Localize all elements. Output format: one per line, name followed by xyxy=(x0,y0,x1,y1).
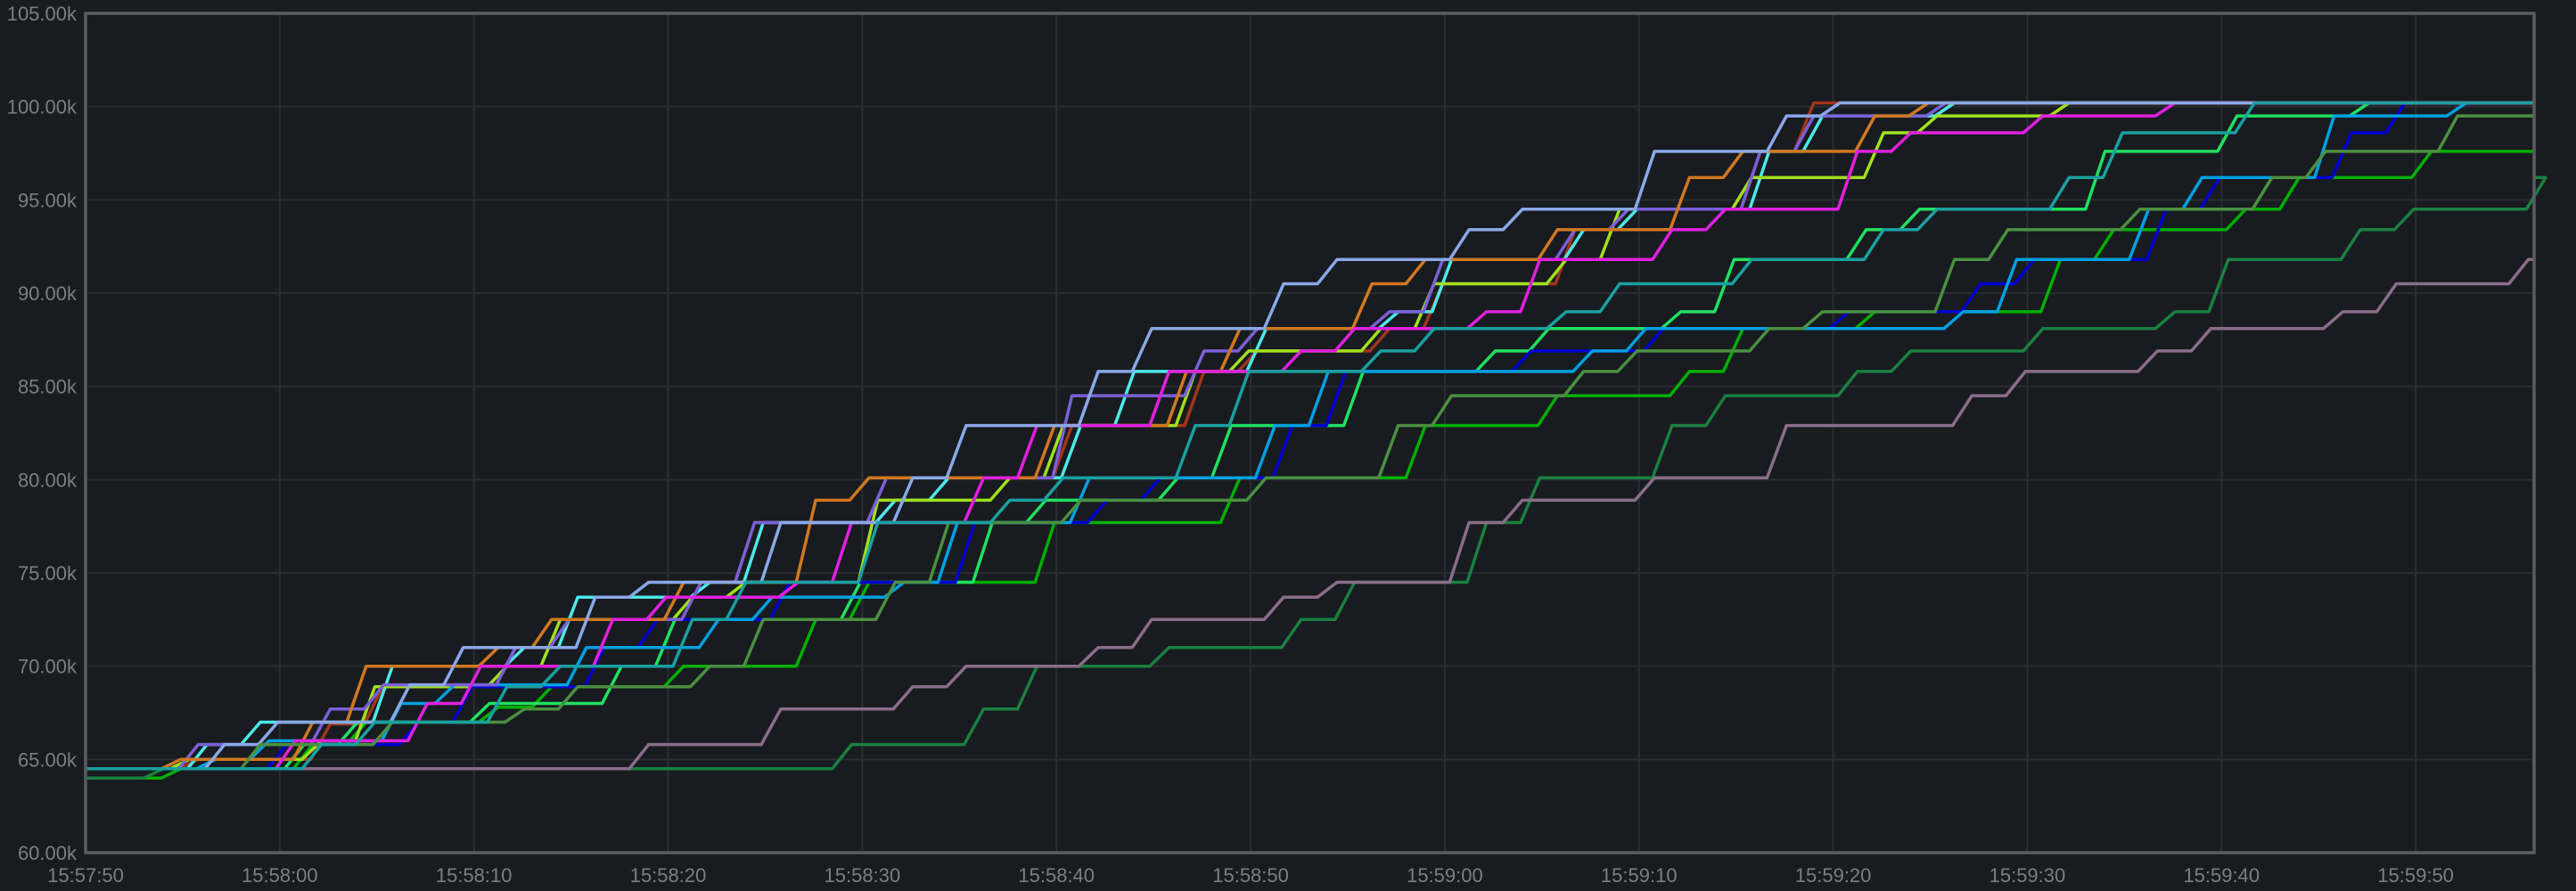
y-tick-label: 80.00k xyxy=(18,469,78,491)
x-tick-label: 15:58:10 xyxy=(436,864,513,887)
y-tick-label: 90.00k xyxy=(18,282,78,305)
series-line-13 xyxy=(86,114,2534,771)
x-tick-label: 15:59:00 xyxy=(1407,864,1483,887)
x-axis-ticks: 15:57:50 15:58:00 15:58:10 15:58:20 15:58:30… xyxy=(47,864,2454,887)
y-tick-label: 95.00k xyxy=(18,189,78,211)
x-tick-label: 15:58:50 xyxy=(1212,864,1289,887)
y-tick-label: 100.00k xyxy=(7,96,78,119)
y-tick-label: 105.00k xyxy=(7,3,78,25)
y-axis-ticks: 60.00k 65.00k 70.00k 75.00k 80.00k 85.00k 90.0… xyxy=(7,3,78,864)
x-tick-label: 15:59:10 xyxy=(1601,864,1678,887)
y-tick-label: 70.00k xyxy=(18,656,78,678)
x-tick-label: 15:58:20 xyxy=(630,864,707,887)
x-tick-label: 15:59:50 xyxy=(2377,864,2454,887)
series-line-2 xyxy=(86,176,2547,781)
y-tick-label: 85.00k xyxy=(18,376,78,398)
x-tick-label: 15:59:40 xyxy=(2183,864,2260,887)
x-tick-label: 15:57:50 xyxy=(47,864,124,887)
x-tick-label: 15:59:20 xyxy=(1795,864,1872,887)
series-line-9 xyxy=(86,101,2534,771)
series-line-14 xyxy=(86,101,2534,771)
series-line-3 xyxy=(86,257,2534,771)
x-tick-label: 15:59:30 xyxy=(1989,864,2066,887)
series-group xyxy=(86,101,2547,781)
x-tick-label: 15:58:40 xyxy=(1018,864,1095,887)
y-tick-label: 60.00k xyxy=(18,842,78,864)
y-tick-label: 75.00k xyxy=(18,562,78,584)
x-tick-label: 15:58:30 xyxy=(824,864,901,887)
axes xyxy=(84,12,2536,854)
y-tick-label: 65.00k xyxy=(18,748,78,771)
plot-border xyxy=(84,12,2536,854)
x-tick-label: 15:58:00 xyxy=(242,864,318,887)
series-line-12 xyxy=(86,101,2534,771)
